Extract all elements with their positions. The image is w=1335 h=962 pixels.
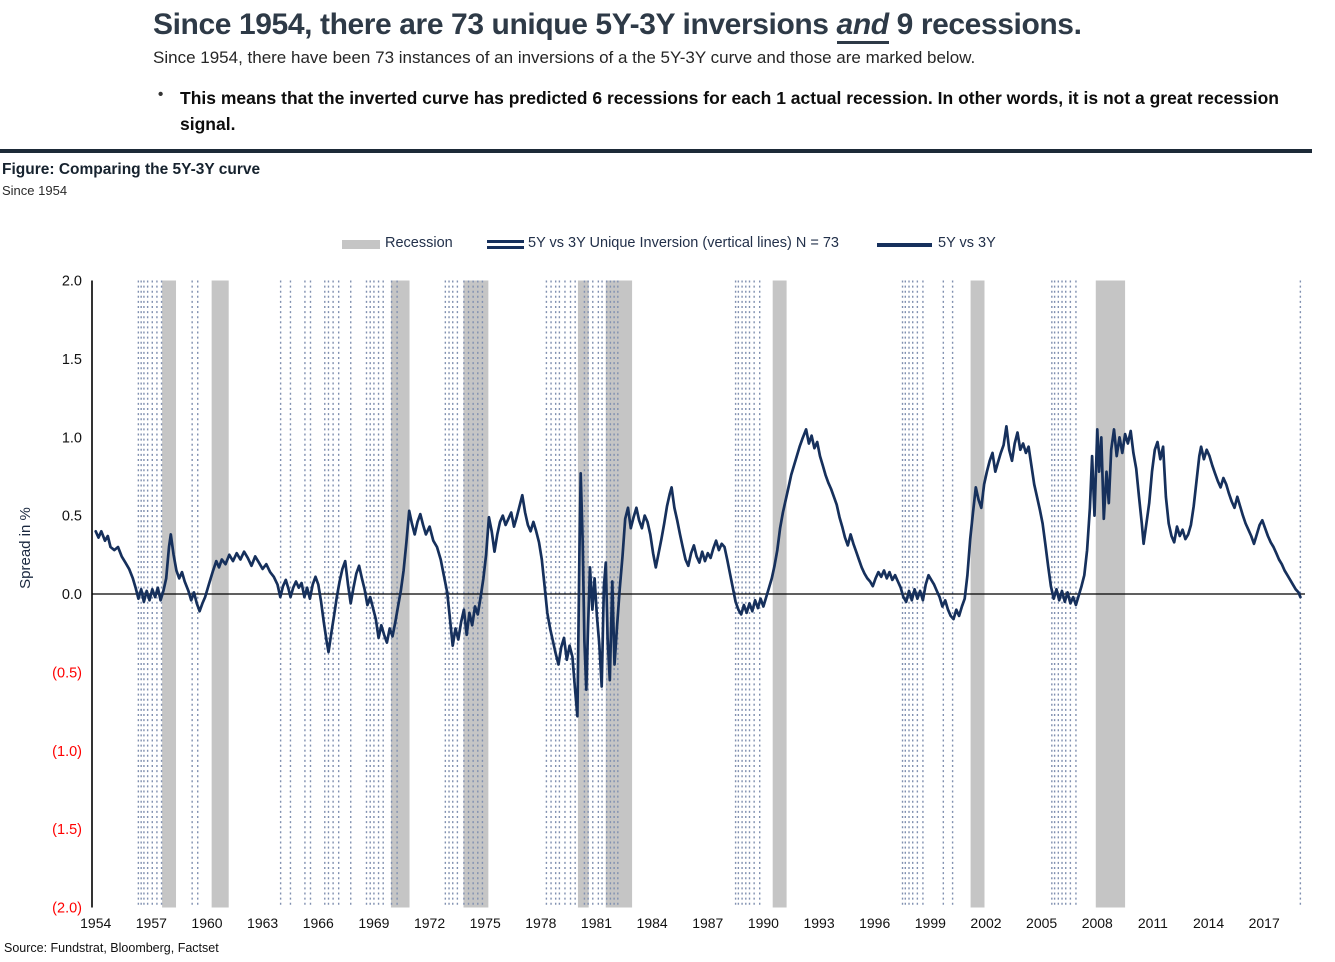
- y-axis-tick-label: 0.5: [62, 509, 82, 525]
- legend-series-line-icon: [877, 243, 932, 247]
- spread-series-line: [94, 424, 1302, 718]
- figure-subtitle: Since 1954: [2, 183, 68, 198]
- figure-title: Figure: Comparing the 5Y-3Y curve: [2, 161, 261, 178]
- bullet-text: This means that the inverted curve has p…: [180, 88, 1279, 134]
- x-axis-tick-label: 1981: [581, 915, 612, 931]
- y-axis-tick-label: (0.5): [52, 665, 82, 681]
- x-axis-tick-label: 1954: [80, 915, 111, 931]
- x-axis-tick-label: 1993: [803, 915, 834, 931]
- y-axis-title: Spread in %: [17, 507, 34, 589]
- x-axis-tick-label: 1987: [692, 915, 723, 931]
- legend-inversion-lines-icon: [487, 240, 524, 251]
- x-axis-tick-label: 2005: [1026, 915, 1057, 931]
- x-axis-tick-label: 1969: [358, 915, 389, 931]
- page-subtitle: Since 1954, there have been 73 instances…: [153, 48, 976, 67]
- x-axis-tick-label: 1960: [191, 915, 222, 931]
- x-axis-tick-label: 1996: [859, 915, 890, 931]
- x-axis-tick-label: 2014: [1193, 915, 1224, 931]
- page-title-pre: Since 1954, there are 73 unique 5Y-3Y in…: [153, 8, 837, 41]
- y-axis-tick-label: (1.5): [52, 822, 82, 838]
- bullet-marker-icon: •: [158, 86, 164, 103]
- x-axis-tick-label: 1963: [247, 915, 278, 931]
- legend-recession-label: Recession: [385, 235, 453, 251]
- legend-inversion-bar-top: [487, 240, 524, 243]
- x-axis-tick-label: 2008: [1082, 915, 1113, 931]
- page-title-post: 9 recessions.: [888, 8, 1082, 41]
- x-axis-tick-label: 1957: [136, 915, 167, 931]
- legend-series-label: 5Y vs 3Y: [938, 235, 996, 251]
- x-axis-tick-label: 1984: [637, 915, 668, 931]
- x-axis-tick-label: 1990: [748, 915, 779, 931]
- x-axis-tick-label: 1966: [303, 915, 334, 931]
- section-divider: [0, 149, 1312, 153]
- bullet-item: • This means that the inverted curve has…: [158, 85, 1318, 137]
- y-axis-tick-label: 1.0: [62, 430, 82, 446]
- x-axis-tick-label: 2017: [1249, 915, 1280, 931]
- x-axis-tick-label: 2011: [1138, 915, 1168, 931]
- legend-inversion-label: 5Y vs 3Y Unique Inversion (vertical line…: [528, 235, 839, 251]
- page-title: Since 1954, there are 73 unique 5Y-3Y in…: [153, 6, 1333, 44]
- x-axis-tick-label: 1975: [470, 915, 501, 931]
- y-axis-tick-label: 1.5: [62, 352, 82, 368]
- x-axis-tick-label: 1972: [414, 915, 445, 931]
- y-axis-tick-label: (1.0): [52, 744, 82, 760]
- legend-inversion-bar-bottom: [487, 245, 524, 249]
- legend-recession-swatch: [342, 240, 380, 249]
- page-title-and-emphasis: and: [836, 8, 889, 44]
- y-axis-tick-label: (2.0): [52, 901, 82, 917]
- y-axis-tick-label: 2.0: [62, 274, 82, 290]
- x-axis-tick-label: 1999: [915, 915, 946, 931]
- y-axis-tick-label: 0.0: [62, 587, 82, 603]
- source-attribution: Source: Fundstrat, Bloomberg, Factset: [4, 941, 219, 955]
- x-axis-tick-label: 1978: [525, 915, 556, 931]
- x-axis-tick-label: 2002: [970, 915, 1001, 931]
